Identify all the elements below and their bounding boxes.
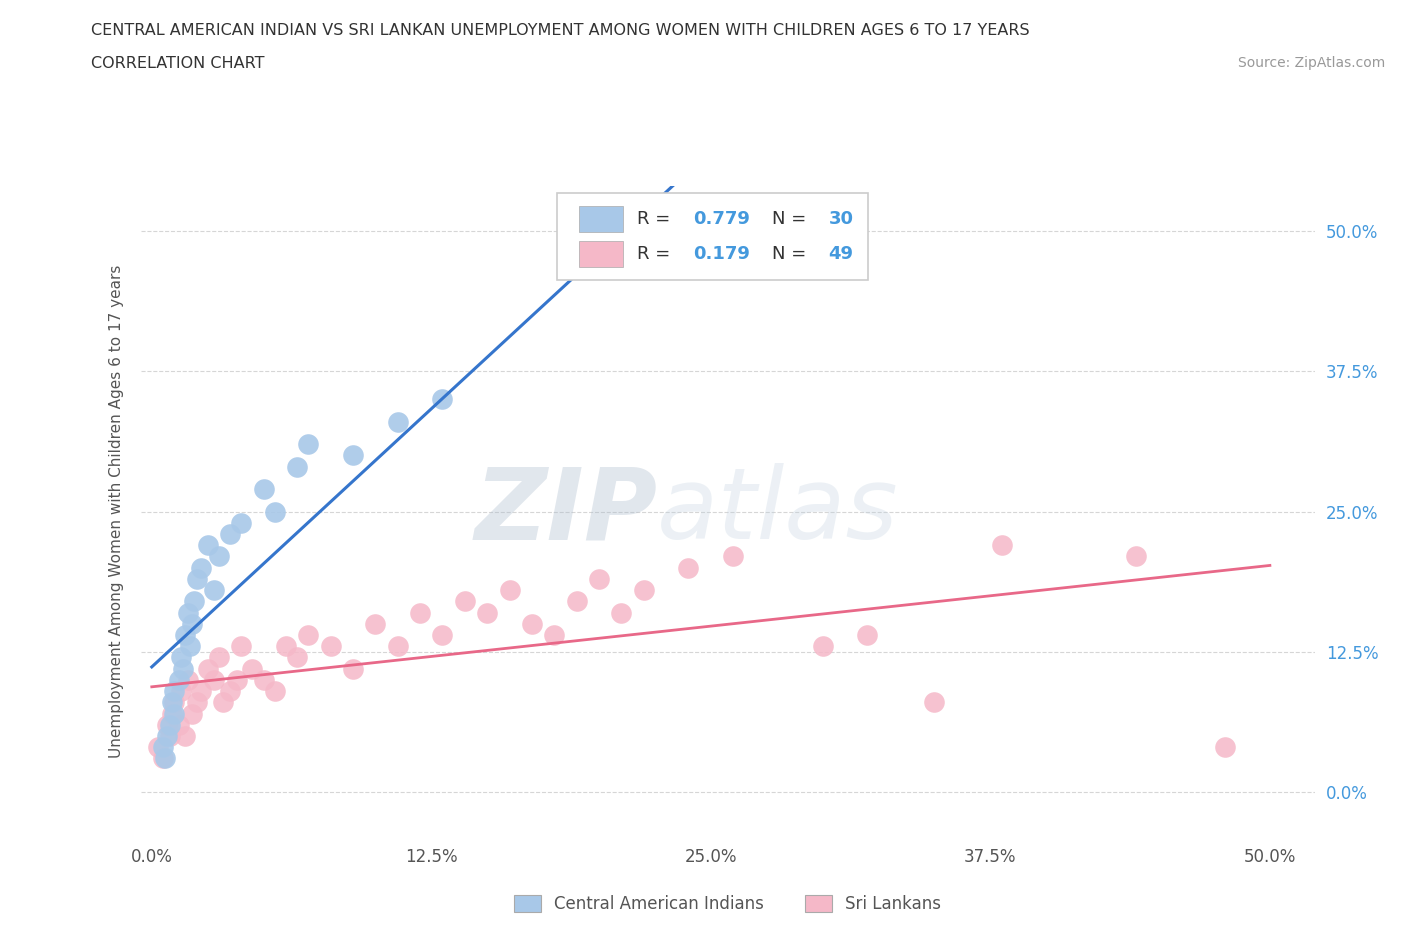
Point <box>172 661 194 676</box>
Point <box>167 717 190 732</box>
Point <box>159 728 181 743</box>
Point <box>208 650 231 665</box>
Point <box>588 571 610 586</box>
Point <box>565 594 588 609</box>
Point <box>1125 549 1147 564</box>
Point <box>163 695 186 710</box>
Point <box>432 628 454 643</box>
Text: N =: N = <box>772 209 813 228</box>
Point <box>721 223 744 238</box>
Point <box>856 628 879 643</box>
Point <box>678 560 700 575</box>
Text: atlas: atlas <box>657 463 898 560</box>
Point <box>231 639 253 654</box>
Text: ZIP: ZIP <box>474 463 657 560</box>
Point <box>167 672 190 687</box>
Text: 30: 30 <box>828 209 853 228</box>
Point <box>202 582 225 597</box>
Point <box>176 672 198 687</box>
Point <box>170 684 193 698</box>
Point <box>811 639 834 654</box>
Point <box>498 582 520 597</box>
Legend: Central American Indians, Sri Lankans: Central American Indians, Sri Lankans <box>508 888 948 920</box>
Point <box>454 594 477 609</box>
Text: CENTRAL AMERICAN INDIAN VS SRI LANKAN UNEMPLOYMENT AMONG WOMEN WITH CHILDREN AGE: CENTRAL AMERICAN INDIAN VS SRI LANKAN UN… <box>91 23 1031 38</box>
Point <box>197 538 219 552</box>
FancyBboxPatch shape <box>578 242 623 268</box>
Point <box>163 706 186 721</box>
Point <box>174 628 197 643</box>
Point <box>342 448 364 463</box>
Point <box>263 684 285 698</box>
Point <box>990 538 1012 552</box>
Point <box>148 739 170 754</box>
Point <box>176 605 198 620</box>
Point <box>721 549 744 564</box>
Text: 0.179: 0.179 <box>693 246 751 263</box>
Text: R =: R = <box>637 209 676 228</box>
Text: 49: 49 <box>828 246 853 263</box>
Point <box>159 717 181 732</box>
Point <box>181 706 204 721</box>
Point <box>477 605 499 620</box>
Point <box>242 661 264 676</box>
Point <box>924 695 946 710</box>
Point <box>208 549 231 564</box>
Point <box>160 706 183 721</box>
Point <box>156 728 179 743</box>
Point <box>409 605 432 620</box>
Point <box>156 717 179 732</box>
Point <box>163 684 186 698</box>
Point <box>219 684 242 698</box>
Point <box>181 617 204 631</box>
Point <box>610 605 633 620</box>
Point <box>202 672 225 687</box>
Point <box>174 728 197 743</box>
Point <box>285 650 308 665</box>
Point <box>190 560 212 575</box>
Point <box>633 582 655 597</box>
Text: N =: N = <box>772 246 813 263</box>
Point <box>297 437 319 452</box>
Text: 0.779: 0.779 <box>693 209 751 228</box>
Point <box>285 459 308 474</box>
Point <box>543 628 565 643</box>
Point <box>197 661 219 676</box>
Point <box>190 684 212 698</box>
Text: CORRELATION CHART: CORRELATION CHART <box>91 56 264 71</box>
Point <box>231 515 253 530</box>
Point <box>252 482 274 497</box>
Point <box>432 392 454 406</box>
Point <box>152 751 174 766</box>
Point <box>1213 739 1236 754</box>
Point <box>153 751 176 766</box>
Point <box>160 695 183 710</box>
Point <box>364 617 387 631</box>
Text: Source: ZipAtlas.com: Source: ZipAtlas.com <box>1237 56 1385 70</box>
Point <box>520 617 543 631</box>
Y-axis label: Unemployment Among Women with Children Ages 6 to 17 years: Unemployment Among Women with Children A… <box>108 265 124 758</box>
Point <box>263 504 285 519</box>
Point <box>186 695 208 710</box>
Point <box>183 594 205 609</box>
Point <box>212 695 235 710</box>
Point <box>170 650 193 665</box>
Point <box>186 571 208 586</box>
Point <box>219 526 242 541</box>
Text: R =: R = <box>637 246 676 263</box>
Point <box>387 414 409 429</box>
FancyBboxPatch shape <box>578 206 623 232</box>
Point <box>387 639 409 654</box>
Point <box>225 672 247 687</box>
Point <box>152 739 174 754</box>
FancyBboxPatch shape <box>557 193 869 281</box>
Point <box>274 639 297 654</box>
Point <box>342 661 364 676</box>
Point <box>297 628 319 643</box>
Point <box>319 639 342 654</box>
Point <box>179 639 201 654</box>
Point <box>252 672 274 687</box>
